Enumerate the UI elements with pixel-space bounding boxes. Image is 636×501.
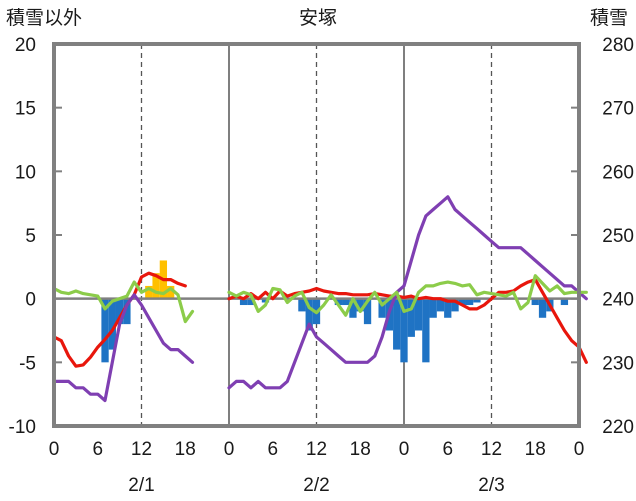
x-tick-label-9: 6 — [442, 439, 453, 460]
bar-blue-5 — [247, 298, 255, 306]
bar-blue-17 — [393, 298, 401, 350]
right-tick-label-1: 270 — [602, 99, 634, 120]
bar-blue-13 — [356, 298, 364, 312]
x-tick-label-8: 0 — [399, 439, 410, 460]
bar-blue-27 — [465, 298, 474, 306]
series-2-segment-0 — [52, 280, 195, 324]
bar-blue-26 — [458, 298, 466, 306]
label-layer: 積雪以外 安塚 積雪 20 15 10 5 0 -5 -10 280 270 260 250 240 2… — [6, 7, 634, 496]
bar-blue-22 — [429, 298, 437, 318]
bar-yellow-0 — [145, 285, 153, 299]
x-tick-label-2: 12 — [131, 439, 152, 460]
x-tick-label-6: 12 — [306, 439, 327, 460]
bar-blue-3 — [123, 298, 131, 325]
bar-blue-7 — [298, 298, 306, 312]
right-tick-label-0: 280 — [602, 35, 634, 56]
left-tick-label-0: 20 — [15, 35, 36, 56]
right-tick-label-4: 240 — [602, 290, 634, 311]
bar-blue-6 — [261, 298, 270, 303]
x-tick-label-11: 18 — [525, 439, 546, 460]
x-tick-label-0: 0 — [49, 439, 60, 460]
bar-blue-12 — [349, 298, 357, 318]
bar-blue-20 — [414, 298, 423, 331]
day-label-0: 2/1 — [128, 475, 154, 496]
right-tick-label-2: 260 — [602, 162, 634, 183]
bar-layer — [101, 260, 569, 363]
x-tick-label-10: 12 — [481, 439, 502, 460]
grid-layer — [54, 44, 579, 426]
bar-blue-28 — [473, 298, 481, 303]
bar-blue-25 — [451, 298, 459, 312]
series-0-segment-1 — [227, 278, 588, 364]
series-1-segment-0 — [52, 293, 195, 403]
day-label-2: 2/3 — [478, 475, 504, 496]
bar-blue-14 — [363, 298, 372, 325]
series-1-segment-1 — [227, 195, 588, 390]
bar-blue-2 — [115, 298, 124, 325]
bar-blue-32 — [560, 298, 569, 306]
bar-blue-8 — [305, 298, 313, 331]
left-tick-label-6: -10 — [9, 417, 36, 438]
bar-blue-10 — [334, 298, 343, 306]
right-tick-label-3: 250 — [602, 226, 634, 247]
plot-frame — [52, 42, 581, 428]
x-tick-label-7: 18 — [350, 439, 371, 460]
left-tick-label-3: 5 — [25, 226, 36, 247]
right-tick-label-6: 220 — [602, 417, 634, 438]
x-tick-label-1: 6 — [92, 439, 103, 460]
day-label-1: 2/2 — [303, 475, 329, 496]
x-tick-label-4: 0 — [224, 439, 235, 460]
left-tick-label-5: -5 — [19, 353, 36, 374]
series-2-segment-1 — [227, 274, 588, 317]
left-tick-label-1: 15 — [15, 99, 36, 120]
chart-title: 安塚 — [299, 7, 337, 29]
right-tick-label-5: 230 — [602, 353, 634, 374]
line-layer — [52, 195, 588, 403]
left-tick-label-2: 10 — [15, 162, 36, 183]
left-tick-label-4: 0 — [25, 290, 36, 311]
bar-blue-0 — [101, 298, 109, 363]
left-axis-label: 積雪以外 — [6, 7, 82, 29]
series-0-segment-0 — [52, 271, 187, 368]
bar-blue-1 — [108, 298, 116, 350]
bar-blue-23 — [436, 298, 445, 312]
right-axis-label: 積雪 — [590, 7, 628, 29]
bar-yellow-3 — [167, 285, 175, 299]
x-tick-label-12: 0 — [574, 439, 585, 460]
bar-blue-15 — [378, 298, 386, 318]
bar-yellow-1 — [152, 273, 160, 299]
bar-blue-24 — [444, 298, 452, 318]
x-tick-label-3: 18 — [175, 439, 196, 460]
bar-blue-11 — [342, 298, 350, 306]
bar-blue-18 — [400, 298, 408, 363]
x-tick-label-5: 6 — [267, 439, 278, 460]
bar-blue-21 — [422, 298, 430, 363]
bar-blue-30 — [538, 298, 547, 318]
bar-blue-19 — [407, 298, 415, 337]
bar-blue-4 — [239, 298, 248, 306]
bar-blue-29 — [531, 298, 539, 306]
